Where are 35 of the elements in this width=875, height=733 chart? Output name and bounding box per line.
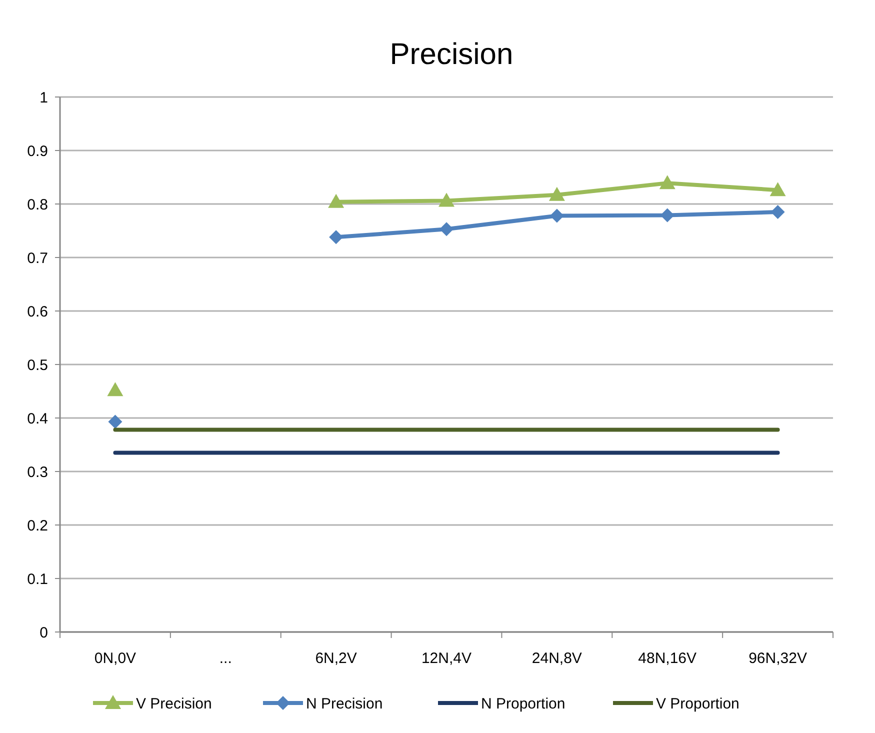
y-tick-label: 0.3 [27, 464, 48, 481]
legend-label: N Precision [306, 695, 383, 712]
legend-label: V Precision [136, 695, 212, 712]
point [440, 222, 454, 236]
point [108, 414, 122, 429]
y-tick-label: 0.4 [27, 410, 48, 428]
point [659, 175, 676, 190]
y-tick-label: 0.2 [27, 517, 48, 534]
x-tick-label: 48N,16V [638, 650, 697, 667]
y-tick-label: 0.1 [27, 570, 48, 588]
point [550, 208, 564, 223]
point [328, 194, 344, 208]
x-tick-label: 6N,2V [315, 650, 357, 667]
chart-title: Precision [390, 38, 514, 71]
x-tick-label: 12N,4V [421, 650, 472, 667]
y-tick-label: 0.7 [27, 250, 48, 267]
x-tick-label: 96N,32V [748, 650, 807, 667]
legend-label: N Proportion [481, 695, 566, 712]
point [770, 182, 786, 196]
y-tick-label: 0 [40, 624, 48, 642]
point [770, 205, 785, 220]
y-tick-label: 0.6 [27, 303, 48, 320]
x-tick-label: ... [219, 650, 232, 667]
y-tick-label: 0.9 [27, 142, 48, 160]
point [107, 382, 124, 396]
point [660, 208, 674, 222]
y-tick-label: 0.8 [27, 196, 48, 214]
y-tick-label: 0.5 [27, 356, 48, 374]
point [329, 230, 344, 244]
x-tick-label: 0N,0V [94, 650, 136, 667]
point [548, 186, 565, 201]
legend-label: V Proportion [656, 695, 740, 712]
x-tick-label: 24N,8V [532, 650, 582, 667]
point [438, 192, 454, 207]
y-tick-label: 1 [40, 89, 48, 106]
